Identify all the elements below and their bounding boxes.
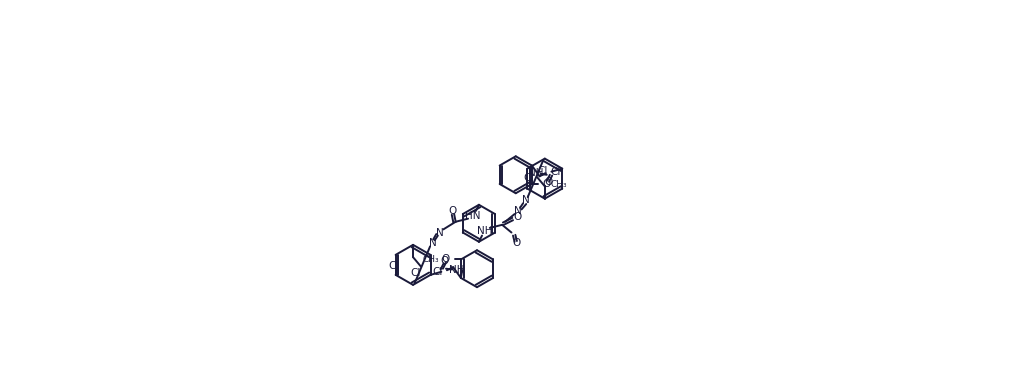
Text: Cl: Cl xyxy=(551,167,561,177)
Text: Cl: Cl xyxy=(537,166,547,176)
Text: O: O xyxy=(542,179,551,189)
Text: Cl: Cl xyxy=(411,267,421,278)
Text: O: O xyxy=(440,256,449,266)
Text: HN: HN xyxy=(465,211,481,221)
Text: N: N xyxy=(428,238,436,248)
Text: NH: NH xyxy=(528,168,543,178)
Text: N: N xyxy=(522,195,529,205)
Text: Cl: Cl xyxy=(389,261,399,271)
Text: O: O xyxy=(544,177,553,187)
Text: CH₃: CH₃ xyxy=(551,180,567,189)
Text: N: N xyxy=(513,206,522,216)
Text: NH: NH xyxy=(477,226,493,236)
Text: N: N xyxy=(436,228,445,237)
Text: CH₃: CH₃ xyxy=(423,255,439,264)
Text: O: O xyxy=(441,254,450,264)
Text: O: O xyxy=(449,206,457,216)
Text: O: O xyxy=(512,238,521,248)
Text: O: O xyxy=(513,212,522,222)
Text: Cl: Cl xyxy=(524,173,534,183)
Text: NH: NH xyxy=(449,265,465,275)
Text: Cl: Cl xyxy=(432,267,442,277)
